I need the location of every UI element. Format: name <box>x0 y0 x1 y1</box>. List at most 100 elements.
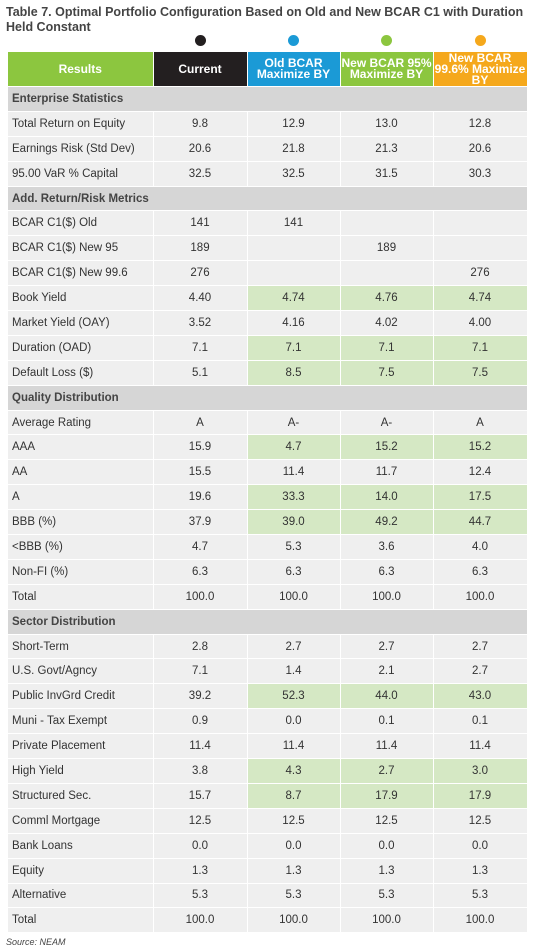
value-cell: 12.9 <box>247 111 341 137</box>
row-label: U.S. Govt/Agncy <box>8 658 154 685</box>
table-row: Muni - Tax Exempt 0.9 0.0 0.1 0.1 <box>8 708 528 735</box>
value-cell: 6.3 <box>247 559 341 585</box>
section-header-row: Quality Distribution <box>8 385 528 411</box>
table-row: BCAR C1($) New 95 189 189 <box>8 235 528 262</box>
value-cell: 6.3 <box>433 559 528 585</box>
row-label: Private Placement <box>8 733 154 760</box>
table-row: Non-FI (%) 6.3 6.3 6.3 6.3 <box>8 559 528 585</box>
column-header: New BCAR 99.6% Maximize BY <box>433 50 528 87</box>
value-cell: 5.3 <box>433 883 528 909</box>
value-cell: 52.3 <box>247 683 341 710</box>
value-cell: 100.0 <box>247 584 341 610</box>
value-cell: A- <box>340 410 434 436</box>
section-header-row: Add. Return/Risk Metrics <box>8 186 528 212</box>
value-cell <box>247 235 341 262</box>
value-cell: 6.3 <box>340 559 434 585</box>
value-cell <box>340 260 434 287</box>
value-cell: 11.4 <box>340 733 434 760</box>
value-cell: 100.0 <box>433 907 528 934</box>
value-cell: 20.6 <box>153 136 248 162</box>
value-cell <box>433 210 528 237</box>
table-row: Equity 1.3 1.3 1.3 1.3 <box>8 858 528 884</box>
value-cell: 100.0 <box>433 584 528 610</box>
row-label: Alternative <box>8 883 154 909</box>
value-cell: 11.4 <box>153 733 248 760</box>
table-row: Book Yield 4.40 4.74 4.76 4.74 <box>8 285 528 312</box>
value-cell: 2.1 <box>340 658 434 685</box>
table-row: BCAR C1($) New 99.6 276 276 <box>8 260 528 287</box>
row-label: Total Return on Equity <box>8 111 154 137</box>
value-cell: 189 <box>153 235 248 262</box>
value-cell: 4.74 <box>247 285 341 312</box>
value-cell <box>433 235 528 262</box>
value-cell: 141 <box>247 210 341 237</box>
value-cell: 19.6 <box>153 484 248 511</box>
value-cell: 12.5 <box>247 808 341 834</box>
value-cell: 2.7 <box>340 758 434 784</box>
value-cell: 21.8 <box>247 136 341 162</box>
row-label: Average Rating <box>8 410 154 436</box>
row-label: Total <box>8 584 154 610</box>
value-cell: A <box>433 410 528 436</box>
section-title: Sector Distribution <box>8 609 528 635</box>
row-label: BCAR C1($) Old <box>8 210 154 237</box>
column-header: Old BCAR Maximize BY <box>247 52 341 87</box>
value-cell: 43.0 <box>433 683 528 710</box>
value-cell: 0.0 <box>340 833 434 859</box>
table-row: Total Return on Equity 9.8 12.9 13.0 12.8 <box>8 111 528 137</box>
row-label: Structured Sec. <box>8 783 154 809</box>
value-cell: 15.7 <box>153 783 248 809</box>
value-cell: 2.8 <box>153 634 248 660</box>
value-cell: 17.5 <box>433 484 528 511</box>
table-row: Total 100.0 100.0 100.0 100.0 <box>8 907 528 934</box>
value-cell: 4.7 <box>153 534 248 560</box>
value-cell: 2.7 <box>340 634 434 660</box>
table-row: Market Yield (OAY) 3.52 4.16 4.02 4.00 <box>8 310 528 336</box>
column-header: Current <box>153 52 248 87</box>
row-label: Market Yield (OAY) <box>8 310 154 336</box>
value-cell: 4.0 <box>433 534 528 560</box>
value-cell: 5.3 <box>247 534 341 560</box>
value-cell: 2.7 <box>433 634 528 660</box>
row-label: AAA <box>8 434 154 461</box>
value-cell: 3.52 <box>153 310 248 336</box>
value-cell: 39.0 <box>247 509 341 536</box>
row-label: Public InvGrd Credit <box>8 683 154 710</box>
value-cell: 15.5 <box>153 459 248 486</box>
value-cell: 276 <box>153 260 248 287</box>
row-label: BCAR C1($) New 99.6 <box>8 260 154 287</box>
row-label: Muni - Tax Exempt <box>8 708 154 735</box>
table-row: BBB (%) 37.9 39.0 49.2 44.7 <box>8 509 528 536</box>
value-cell: 7.1 <box>153 335 248 361</box>
value-cell: 12.8 <box>433 111 528 137</box>
table-row: BCAR C1($) Old 141 141 <box>8 210 528 237</box>
column-header: New BCAR 95% Maximize BY <box>340 52 434 87</box>
row-label: Bank Loans <box>8 833 154 859</box>
value-cell: 189 <box>340 235 434 262</box>
value-cell: 0.0 <box>153 833 248 859</box>
value-cell: 4.7 <box>247 434 341 461</box>
value-cell: 4.02 <box>340 310 434 336</box>
value-cell: 17.9 <box>433 783 528 809</box>
value-cell: A <box>153 410 248 436</box>
value-cell: 15.2 <box>340 434 434 461</box>
value-cell: 8.5 <box>247 360 341 386</box>
row-label: Earnings Risk (Std Dev) <box>8 136 154 162</box>
value-cell: 1.3 <box>153 858 248 884</box>
value-cell: 12.5 <box>433 808 528 834</box>
row-label: High Yield <box>8 758 154 784</box>
row-label: <BBB (%) <box>8 534 154 560</box>
value-cell: 39.2 <box>153 683 248 710</box>
table-row: Private Placement 11.4 11.4 11.4 11.4 <box>8 733 528 760</box>
value-cell: 0.0 <box>247 708 341 735</box>
table-row: Average Rating A A- A- A <box>8 410 528 436</box>
value-cell: 2.7 <box>247 634 341 660</box>
value-cell: 32.5 <box>153 161 248 187</box>
row-label: 95.00 VaR % Capital <box>8 161 154 187</box>
section-header-row: Sector Distribution <box>8 609 528 635</box>
row-label: Non-FI (%) <box>8 559 154 585</box>
value-cell: 5.3 <box>340 883 434 909</box>
value-cell: 9.8 <box>153 111 248 137</box>
value-cell: 0.0 <box>247 833 341 859</box>
value-cell: 44.0 <box>340 683 434 710</box>
